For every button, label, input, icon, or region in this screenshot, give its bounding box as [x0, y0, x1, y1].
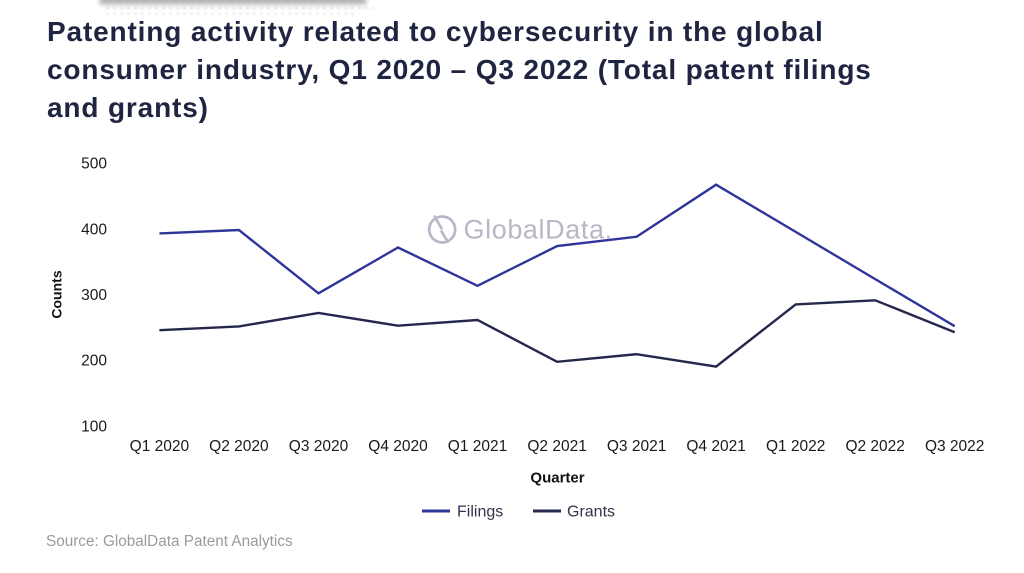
svg-text:500: 500: [81, 156, 107, 173]
svg-text:Q4 2020: Q4 2020: [368, 438, 428, 455]
svg-text:Q3 2022: Q3 2022: [925, 438, 984, 455]
svg-text:Q2 2020: Q2 2020: [209, 438, 269, 455]
svg-text:Q1 2022: Q1 2022: [766, 438, 825, 455]
svg-text:Q2 2022: Q2 2022: [845, 438, 904, 455]
svg-text:Q1 2021: Q1 2021: [448, 438, 507, 455]
svg-text:100: 100: [81, 418, 107, 435]
svg-text:Counts: Counts: [49, 270, 65, 318]
svg-text:400: 400: [81, 221, 107, 238]
svg-text:Q3 2020: Q3 2020: [289, 438, 349, 455]
svg-text:Q4 2021: Q4 2021: [686, 438, 745, 455]
svg-text:GlobalData.: GlobalData.: [464, 215, 613, 245]
svg-text:Q2 2021: Q2 2021: [527, 438, 586, 455]
svg-text:Filings: Filings: [457, 504, 503, 521]
svg-text:Grants: Grants: [567, 504, 615, 521]
svg-text:300: 300: [81, 287, 107, 304]
svg-text:200: 200: [81, 353, 107, 370]
svg-text:Quarter: Quarter: [530, 470, 584, 487]
svg-text:Q1 2020: Q1 2020: [130, 438, 190, 455]
svg-text:Q3 2021: Q3 2021: [607, 438, 666, 455]
